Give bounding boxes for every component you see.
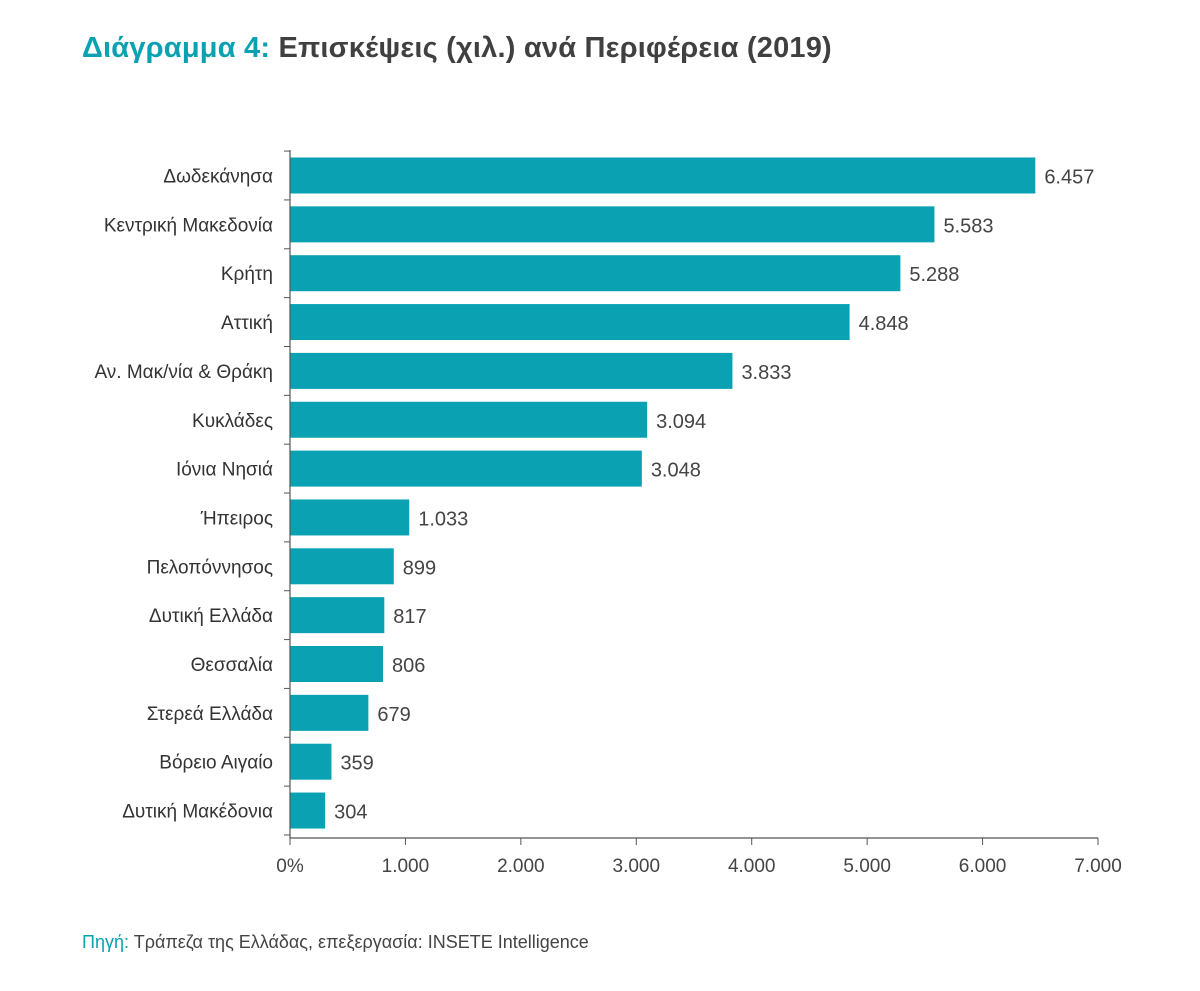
- source-prefix: Πηγή:: [82, 932, 130, 952]
- value-label-0: 6.457: [1044, 167, 1094, 189]
- x-tick-label-0: 0%: [276, 856, 304, 877]
- bar-12: [290, 743, 332, 780]
- value-label-6: 3.048: [651, 460, 701, 482]
- value-label-1: 5.583: [943, 215, 993, 237]
- x-tick-label-5: 5.000: [843, 856, 891, 877]
- value-label-5: 3.094: [656, 411, 706, 433]
- bar-6: [290, 450, 642, 487]
- bar-8: [290, 548, 394, 585]
- category-label-12: Βόρειο Αιγαίο: [159, 753, 273, 774]
- value-label-7: 1.033: [418, 508, 468, 530]
- value-label-4: 3.833: [741, 362, 791, 384]
- bar-4: [290, 352, 733, 389]
- bar-9: [290, 597, 385, 634]
- category-label-10: Θεσσαλία: [191, 655, 273, 676]
- category-label-1: Κεντρική Μακεδονία: [104, 215, 273, 236]
- x-tick-label-2: 2.000: [497, 856, 545, 877]
- bar-7: [290, 499, 410, 536]
- category-label-8: Πελοπόννησος: [147, 557, 273, 578]
- category-label-3: Αττική: [221, 313, 273, 334]
- x-tick-label-4: 4.000: [728, 856, 776, 877]
- category-label-9: Δυτική Ελλάδα: [149, 606, 273, 627]
- value-label-10: 806: [392, 655, 425, 677]
- value-label-3: 4.848: [859, 313, 909, 335]
- bar-10: [290, 646, 384, 682]
- source-text: Τράπεζα της Ελλάδας, επεξεργασία: INSETE…: [133, 932, 589, 952]
- value-label-2: 5.288: [909, 264, 959, 286]
- category-label-7: Ήπειρος: [200, 508, 273, 529]
- chart-title-prefix: Διάγραμμα 4:: [82, 32, 271, 64]
- value-label-9: 817: [393, 606, 426, 628]
- bar-0: [290, 157, 1036, 194]
- bar-13: [290, 792, 326, 829]
- x-tick-label-6: 6.000: [959, 856, 1007, 877]
- labels-layer: Δωδεκάνησα 6.457 Κεντρική Μακεδονία 5.583 Κρ…: [94, 167, 1121, 878]
- category-label-11: Στερεά Ελλάδα: [147, 704, 273, 725]
- category-label-4: Αν. Μακ/νία & Θράκη: [94, 362, 273, 383]
- category-label-5: Κυκλάδες: [192, 411, 273, 432]
- source-note: Πηγή: Τράπεζα της Ελλάδας, επεξεργασία: …: [82, 932, 589, 953]
- bar-11: [290, 694, 369, 731]
- x-tick-label-1: 1.000: [382, 856, 430, 877]
- bar-3: [290, 304, 850, 341]
- bars-layer: [290, 157, 1036, 829]
- x-tick-label-7: 7.000: [1074, 856, 1122, 877]
- category-label-0: Δωδεκάνησα: [163, 167, 273, 188]
- chart-title-main: Επισκέψεις (χιλ.) ανά Περιφέρεια (2019): [278, 32, 832, 64]
- bar-1: [290, 206, 935, 243]
- category-label-2: Κρήτη: [221, 264, 273, 285]
- axes-layer: [284, 150, 1099, 845]
- category-label-13: Δυτική Μακέδονια: [122, 802, 273, 823]
- value-label-8: 899: [403, 557, 436, 579]
- bar-2: [290, 255, 901, 292]
- category-label-6: Ιόνια Νησιά: [176, 460, 273, 481]
- bar-5: [290, 401, 648, 438]
- value-label-11: 679: [377, 704, 410, 726]
- value-label-13: 304: [334, 802, 367, 824]
- value-label-12: 359: [340, 753, 373, 775]
- chart-title: Διάγραμμα 4: Επισκέψεις (χιλ.) ανά Περιφ…: [82, 32, 832, 65]
- x-tick-label-3: 3.000: [613, 856, 661, 877]
